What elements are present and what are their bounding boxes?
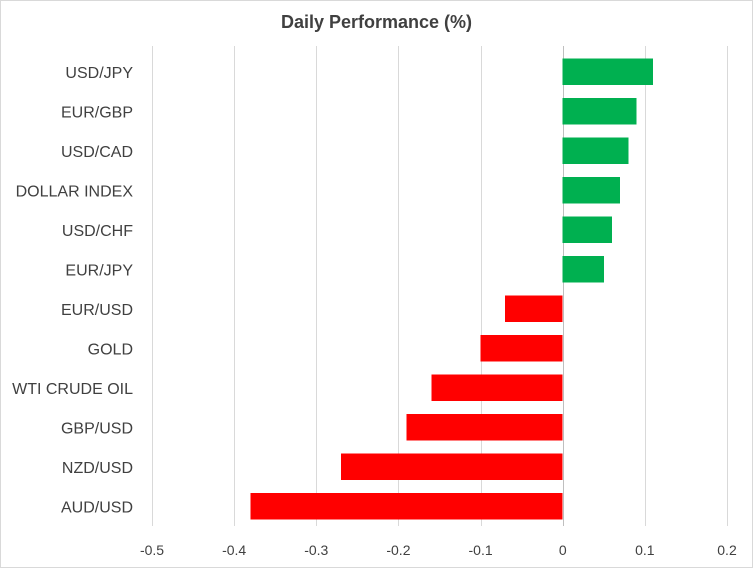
- x-axis-tick-labels: -0.5 -0.4 -0.3 -0.2 -0.1 0 0.1 0.2: [140, 542, 737, 558]
- x-tick-label: -0.4: [222, 542, 246, 558]
- category-labels: USD/JPY EUR/GBP USD/CAD DOLLAR INDEX USD/CHF…: [12, 65, 133, 517]
- bar: [562, 58, 654, 86]
- bar: [406, 413, 563, 441]
- category-label: USD/CHF: [62, 223, 133, 240]
- category-label: EUR/USD: [61, 302, 133, 319]
- category-label: NZD/USD: [62, 460, 133, 477]
- bar: [562, 97, 637, 125]
- bar: [562, 255, 604, 283]
- bar: [431, 374, 563, 402]
- category-label: GBP/USD: [61, 420, 133, 437]
- x-tick-label: -0.5: [140, 542, 164, 558]
- category-label: GOLD: [88, 341, 133, 358]
- bar: [562, 176, 621, 204]
- bar: [505, 295, 563, 323]
- chart-title: Daily Performance (%): [280, 12, 473, 32]
- bar: [250, 492, 563, 520]
- bars: [250, 58, 654, 520]
- x-tick-label: -0.2: [386, 542, 410, 558]
- x-tick-label: 0: [559, 542, 567, 558]
- bar: [480, 334, 563, 362]
- category-label: WTI CRUDE OIL: [12, 381, 133, 398]
- category-label: DOLLAR INDEX: [16, 183, 134, 200]
- bar: [340, 453, 563, 481]
- category-label: AUD/USD: [61, 499, 133, 516]
- category-label: EUR/GBP: [61, 104, 133, 121]
- category-label: USD/CAD: [61, 144, 133, 161]
- x-tick-label: -0.3: [304, 542, 328, 558]
- x-tick-label: -0.1: [469, 542, 493, 558]
- bar: [562, 216, 612, 244]
- bar: [562, 137, 629, 165]
- category-label: EUR/JPY: [65, 262, 133, 279]
- x-tick-label: 0.1: [635, 542, 655, 558]
- x-tick-label: 0.2: [717, 542, 737, 558]
- gridlines: [152, 46, 728, 526]
- category-label: USD/JPY: [65, 65, 133, 82]
